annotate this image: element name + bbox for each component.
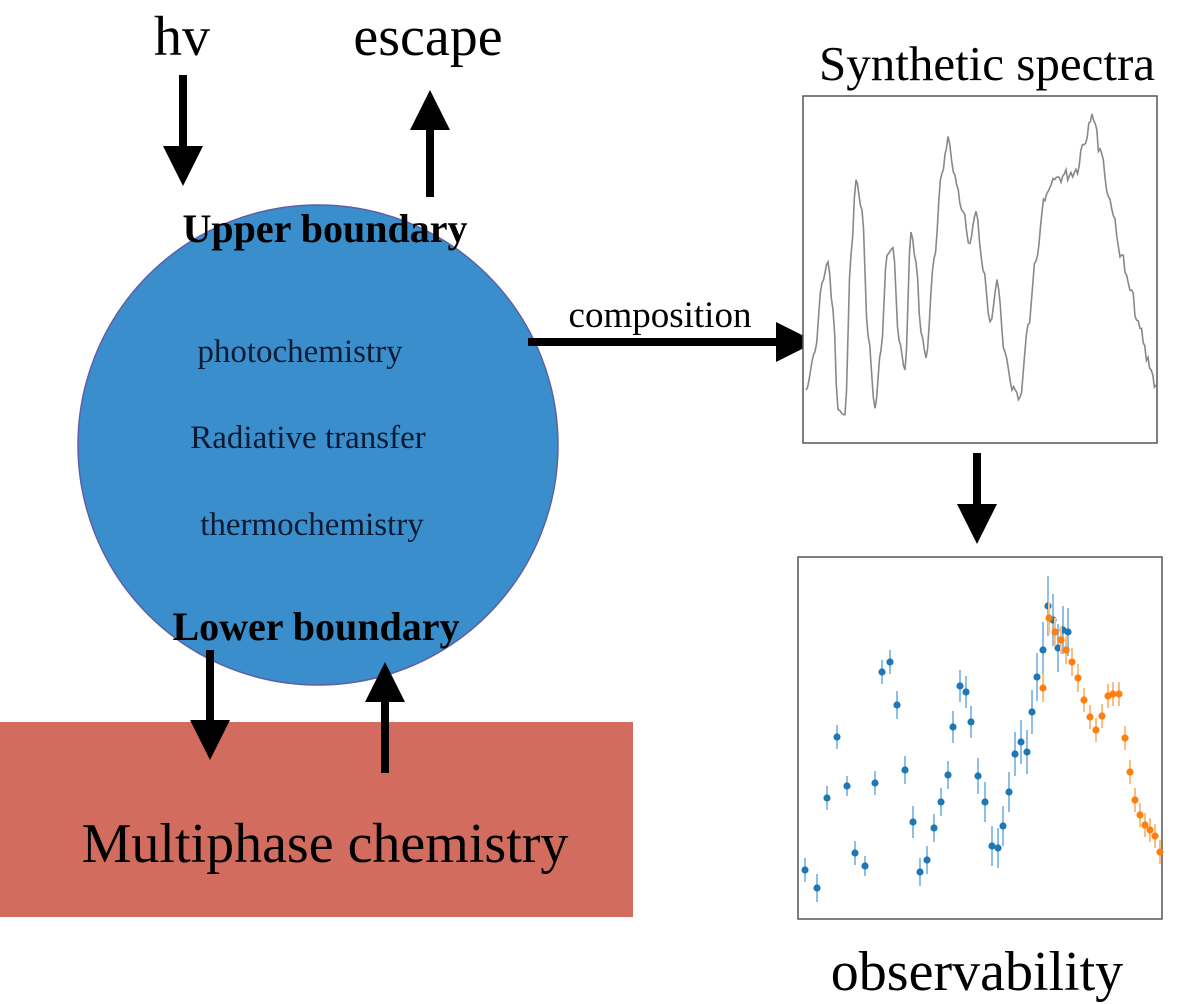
blue-observation-point: [962, 688, 970, 696]
multiphase-chemistry-label: Multiphase chemistry: [82, 813, 569, 875]
blue-observation-point: [861, 862, 869, 870]
orange-observation-point: [1074, 674, 1082, 682]
blue-observation-point: [916, 868, 924, 876]
blue-observation-point: [923, 856, 931, 864]
blue-observation-point: [1005, 788, 1013, 796]
observability-label: observability: [831, 941, 1123, 1003]
orange-observation-point: [1045, 614, 1053, 622]
blue-observation-point: [988, 842, 996, 850]
orange-observation-point: [1092, 726, 1100, 734]
blue-observation-point: [1054, 644, 1062, 652]
multiphase-chemistry-block: [0, 722, 633, 917]
orange-observation-point: [1115, 690, 1123, 698]
orange-observation-point: [1039, 684, 1047, 692]
orange-observation-point: [1126, 768, 1134, 776]
upper-boundary-label: Upper boundary: [183, 206, 468, 251]
orange-observation-point: [1131, 796, 1139, 804]
orange-observation-point: [1136, 811, 1144, 819]
blue-observation-point: [871, 779, 879, 787]
blue-observation-point: [1011, 750, 1019, 758]
blue-observation-point: [967, 718, 975, 726]
orange-observation-point: [1098, 712, 1106, 720]
blue-observation-point: [949, 723, 957, 731]
orange-observation-point: [1146, 826, 1154, 834]
atmosphere-circle: [77, 204, 559, 686]
lower-boundary-label: Lower boundary: [172, 604, 459, 649]
escape-label: escape: [353, 6, 502, 68]
orange-observation-point: [1051, 628, 1059, 636]
blue-observation-point: [878, 668, 886, 676]
blue-observation-point: [1033, 673, 1041, 681]
orange-observation-point: [1080, 696, 1088, 704]
process-radiative-transfer: Radiative transfer: [190, 420, 425, 456]
observability-panel: [797, 556, 1163, 920]
incoming-photon-label: hv: [154, 6, 210, 68]
blue-observation-point: [833, 733, 841, 741]
process-photochemistry: photochemistry: [197, 334, 403, 370]
blue-observation-point: [893, 701, 901, 709]
orange-observation-point: [1121, 734, 1129, 742]
blue-observation-point: [956, 682, 964, 690]
synthetic-spectra-panel: [802, 95, 1158, 444]
observability-data-points: [801, 576, 1164, 902]
orange-observation-point: [1062, 646, 1070, 654]
synthetic-spectrum-line: [805, 113, 1157, 416]
orange-observation-point: [1068, 658, 1076, 666]
orange-observation-point: [1109, 690, 1117, 698]
orange-observation-point: [1086, 713, 1094, 721]
blue-observation-point: [944, 771, 952, 779]
composition-label: composition: [569, 295, 752, 336]
blue-observation-point: [823, 794, 831, 802]
blue-observation-point: [909, 818, 917, 826]
synthetic-spectra-title: Synthetic spectra: [819, 36, 1155, 91]
blue-observation-point: [1039, 646, 1047, 654]
orange-observation-point: [1141, 821, 1149, 829]
blue-observation-point: [974, 772, 982, 780]
blue-observation-point: [981, 798, 989, 806]
blue-observation-point: [813, 884, 821, 892]
blue-observation-point: [1023, 748, 1031, 756]
process-thermochemistry: thermochemistry: [200, 507, 424, 543]
blue-observation-point: [930, 824, 938, 832]
blue-observation-point: [801, 866, 809, 874]
blue-observation-point: [1028, 708, 1036, 716]
blue-observation-point: [1064, 628, 1072, 636]
blue-observation-point: [994, 844, 1002, 852]
blue-observation-point: [937, 798, 945, 806]
blue-observation-point: [886, 658, 894, 666]
blue-observation-point: [1017, 738, 1025, 746]
orange-observation-point: [1057, 636, 1065, 644]
orange-observation-point: [1151, 832, 1159, 840]
blue-observation-point: [851, 849, 859, 857]
blue-observation-point: [901, 766, 909, 774]
orange-observation-point: [1156, 848, 1164, 856]
blue-observation-point: [999, 822, 1007, 830]
blue-observation-point: [843, 782, 851, 790]
